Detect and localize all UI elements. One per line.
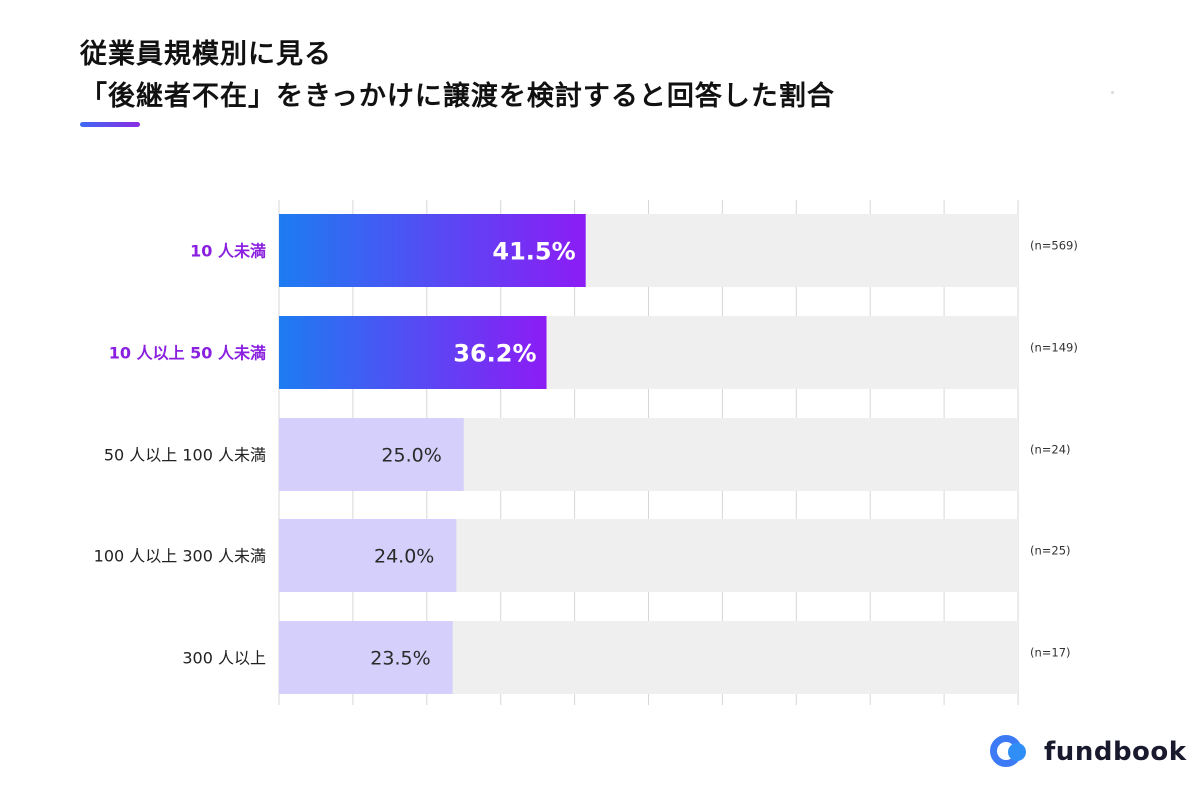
chart-title-line-1: 従業員規模別に見る (80, 39, 332, 70)
brand-name: fundbook (1044, 737, 1187, 767)
bar (279, 214, 586, 287)
decorative-dot (1111, 91, 1114, 94)
category-label: 50 人以上 100 人未満 (104, 446, 266, 465)
bar (279, 621, 453, 694)
data-label: 36.2% (453, 340, 536, 368)
sample-size-label: (n=24) (1030, 443, 1071, 457)
sample-size-label: (n=569) (1030, 239, 1078, 253)
bar (279, 418, 464, 491)
sample-size-label: (n=149) (1030, 341, 1078, 355)
bar (279, 316, 547, 389)
bars: 10 人未満 41.5% (n=569) 10 人以上 50 人未満 36.2% (n=1… (94, 214, 1078, 694)
category-label: 300 人以上 (182, 649, 266, 668)
category-label: 10 人未満 (190, 242, 266, 261)
title-accent-underline (80, 122, 140, 127)
sample-size-label: (n=17) (1030, 646, 1071, 660)
data-label: 23.5% (370, 648, 430, 670)
fundbook-logo-icon (990, 734, 1034, 770)
bar (279, 519, 457, 592)
fundbook-logo: fundbook (990, 734, 1187, 770)
chart-title: 従業員規模別に見る 「後継者不在」をきっかけに譲渡を検討すると回答した割合 (80, 34, 835, 118)
chart-title-line-2: 「後継者不在」をきっかけに譲渡を検討すると回答した割合 (80, 81, 835, 112)
category-label: 100 人以上 300 人未満 (94, 547, 266, 566)
data-label: 25.0% (381, 445, 441, 467)
data-label: 24.0% (374, 546, 434, 568)
sample-size-label: (n=25) (1030, 544, 1071, 558)
data-label: 41.5% (492, 238, 575, 266)
category-label: 10 人以上 50 人未満 (109, 344, 266, 363)
